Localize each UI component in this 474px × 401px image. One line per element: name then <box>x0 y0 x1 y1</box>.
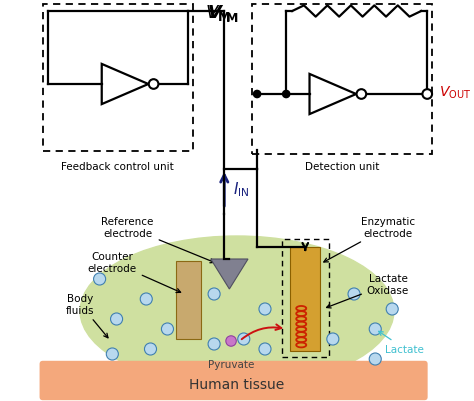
Text: Feedback control unit: Feedback control unit <box>61 162 174 172</box>
Text: Lactate
Oxidase: Lactate Oxidase <box>327 273 409 308</box>
Circle shape <box>226 336 237 346</box>
Circle shape <box>140 293 152 305</box>
Bar <box>291 247 320 351</box>
Circle shape <box>208 288 220 300</box>
Text: $I_{\rm IN}$: $I_{\rm IN}$ <box>233 180 250 199</box>
Circle shape <box>145 343 156 355</box>
Circle shape <box>369 353 381 365</box>
Text: Enzymatic
electrode: Enzymatic electrode <box>324 217 415 262</box>
Polygon shape <box>211 259 248 289</box>
Circle shape <box>238 333 250 345</box>
Text: Counter
electrode: Counter electrode <box>88 251 181 293</box>
Circle shape <box>386 303 398 315</box>
Text: $\bf{M}$: $\bf{M}$ <box>225 12 238 25</box>
Text: $V_{\rm OUT}$: $V_{\rm OUT}$ <box>439 85 471 101</box>
Circle shape <box>149 80 158 89</box>
Text: $\bfit{V}$: $\bfit{V}$ <box>207 4 224 22</box>
Circle shape <box>259 303 271 315</box>
Text: R: R <box>361 0 373 2</box>
Text: Pyruvate: Pyruvate <box>208 359 254 369</box>
Text: Lactate: Lactate <box>379 332 424 354</box>
Circle shape <box>283 91 290 98</box>
Circle shape <box>356 90 366 99</box>
Circle shape <box>208 338 220 350</box>
Text: Human tissue: Human tissue <box>190 377 284 391</box>
Circle shape <box>254 91 261 98</box>
Text: Body
fluids: Body fluids <box>66 294 108 338</box>
FancyBboxPatch shape <box>39 361 428 400</box>
Circle shape <box>93 273 106 286</box>
Text: Reference
electrode: Reference electrode <box>101 217 214 263</box>
Bar <box>176 261 201 339</box>
Circle shape <box>259 343 271 355</box>
Circle shape <box>106 348 118 360</box>
Circle shape <box>327 333 339 345</box>
Ellipse shape <box>80 237 394 386</box>
Circle shape <box>162 323 173 335</box>
Circle shape <box>422 90 432 99</box>
Circle shape <box>369 323 381 335</box>
Circle shape <box>424 91 431 98</box>
Circle shape <box>110 313 123 325</box>
Circle shape <box>348 288 360 300</box>
Text: Detection unit: Detection unit <box>305 162 379 172</box>
Text: $\mathbf{\it{V}}_{\mathbf{M}}$: $\mathbf{\it{V}}_{\mathbf{M}}$ <box>205 3 231 23</box>
